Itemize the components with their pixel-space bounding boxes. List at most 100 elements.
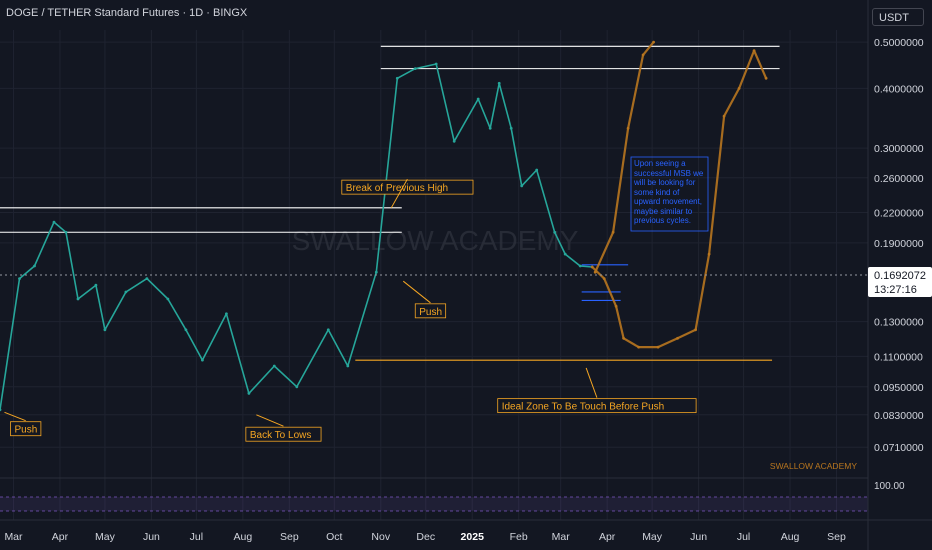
series-point [722,114,726,118]
series-point [641,53,645,57]
series-point [707,252,711,256]
x-tick-label: Jun [690,531,707,543]
series-point [395,76,399,80]
series-point [520,184,524,188]
series-point [614,304,618,308]
series-point [326,328,330,332]
y-tick-label: 0.1100000 [874,351,923,363]
time-axis[interactable]: Mar Apr May Jun Jul Aug Sep Oct Nov Dec 2025 Feb Mar… [4,531,846,543]
y-tick-label: 0.4000000 [874,83,924,95]
annotations: Push Back To Lows Break of Previous High Pu… [4,178,697,442]
x-tick-label: Mar [4,531,23,543]
series-point [509,126,513,130]
y-tick-label: 0.3000000 [874,143,924,155]
series-point [764,76,768,80]
series-point [272,364,276,368]
y-tick-label: 0.1900000 [874,238,924,250]
current-price-value: 0.1692072 [874,270,926,282]
x-tick-label: Mar [552,531,571,543]
annotation-arrow [4,411,26,422]
note-text: Upon seeing a successful MSB we will be … [634,159,704,225]
x-tick-label: Apr [599,531,616,543]
annotation-label: Back To Lows [250,430,312,441]
y-tick-label: 0.1300000 [874,317,924,329]
annotation-arrow [402,280,431,304]
x-tick-label: Jul [190,531,203,543]
series-point [33,264,36,268]
y-tick-label: 0.0830000 [874,410,924,422]
series-point [676,336,679,340]
series-point [247,392,251,395]
annotation-arrow [256,414,284,427]
x-tick-label: 2025 [461,531,485,543]
series-point [553,230,557,234]
series-point [535,168,539,172]
currency-unit-button[interactable]: USDT [872,8,924,26]
signature-text: SWALLOW ACADEMY [770,461,857,471]
indicator-band [0,497,868,511]
y-tick-label: 0.0950000 [874,382,924,394]
series-point [346,364,350,368]
series-point [76,297,80,301]
series-point [476,97,480,101]
y-tick-label: 0.5000000 [874,37,924,49]
annotation-arrow [585,367,598,398]
series-point [611,230,615,234]
series-point [602,277,606,280]
series-point [94,283,98,287]
series-point [103,328,107,332]
note-box-content: Upon seeing a successful MSB we will be … [634,159,704,225]
y-tick-label: 0.2200000 [874,207,924,219]
series-point [124,290,128,294]
series-point [64,230,68,234]
countdown-timer: 13:27:16 [874,284,917,296]
series-point [626,126,630,130]
series-point [578,264,582,268]
price-axis[interactable]: 0.5000000 0.4000000 0.3000000 0.2600000 0.22… [874,37,924,454]
x-tick-label: Jul [737,531,750,543]
series-point [593,270,597,274]
indicator-label: 100.00 [874,481,905,492]
series-point [184,328,188,332]
series-point [452,139,456,143]
annotation-box [10,421,42,437]
chart-title: DOGE / TETHER Standard Futures · 1D · BI… [6,7,248,19]
series-point [145,277,149,280]
y-tick-label: 0.0710000 [874,442,924,454]
series-point [694,328,697,332]
series-point [497,81,501,85]
series-point [590,265,594,269]
x-tick-label: Aug [234,531,253,543]
series-point [434,62,438,66]
series-point [622,336,625,340]
series-group [0,40,768,412]
series-point [637,345,640,349]
series-point [18,277,21,280]
annotation-label: Push [14,425,37,436]
x-tick-label: Jun [143,531,160,543]
annotation-box [245,426,322,442]
y-tick-label: 0.2600000 [874,173,924,185]
series-point [166,297,170,301]
annotation-label: Push [419,307,442,318]
annotation-label: Ideal Zone To Be Touch Before Push [502,402,665,413]
x-tick-label: Oct [326,531,342,543]
series-point [737,87,741,90]
series-point [374,270,378,274]
annotation-box [497,398,697,414]
x-tick-label: Nov [371,531,390,543]
annotation-arrow [390,178,408,209]
x-tick-label: Aug [781,531,800,543]
x-tick-label: Sep [827,531,846,543]
note-box [630,156,709,232]
x-tick-label: Feb [510,531,528,543]
annotation-label: Break of Previous High [346,183,448,194]
series-point [563,252,567,256]
series-line [0,63,593,410]
series-point [652,40,655,44]
current-price-tag [868,267,932,297]
x-tick-label: Apr [52,531,69,543]
annotation-box [414,303,447,319]
series-point [413,67,417,70]
